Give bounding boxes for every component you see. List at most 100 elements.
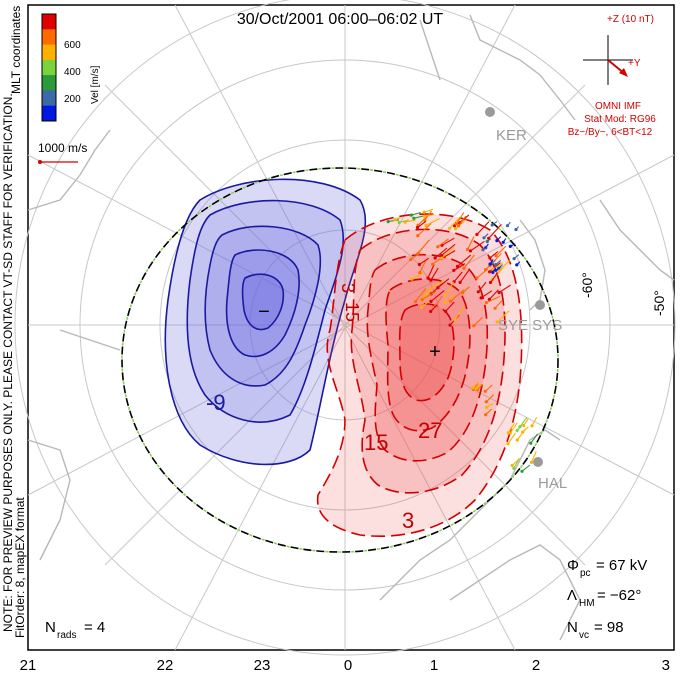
- velocity-vector: [432, 257, 442, 265]
- velocity-vectors: [386, 208, 539, 473]
- velocity-vector: [424, 214, 435, 217]
- nrads-value: = 4: [84, 619, 105, 636]
- mlt-tick-0: 0: [344, 657, 352, 674]
- station-markers: [485, 107, 545, 467]
- colorbar-cell: [42, 59, 56, 76]
- imf-y-label: +Y: [628, 58, 641, 69]
- map-title: 30/Oct/2001 06:00–06:02 UT: [237, 11, 444, 28]
- velocity-vector: [509, 422, 518, 434]
- negative-potential-cell: [164, 178, 367, 466]
- mlt-tick-2: 2: [532, 657, 540, 674]
- velocity-vector: [404, 219, 416, 223]
- colorbar-tick-200: 200: [64, 94, 81, 105]
- contour-label-3-bottom: 3: [402, 508, 414, 533]
- contour-label-neg9: -9: [206, 390, 226, 415]
- velocity-vector: [462, 286, 470, 294]
- nvc-value: = 98: [594, 619, 624, 636]
- velocity-vector: [453, 263, 466, 271]
- velocity-vector: [449, 216, 461, 229]
- velocity-vector: [437, 278, 450, 289]
- stat-lambda-hm: Λ HM = −62°: [567, 587, 641, 609]
- velocity-vector: [455, 218, 467, 230]
- velocity-vector: [411, 271, 425, 280]
- velocity-vector: [492, 267, 497, 273]
- velocity-vector: [498, 284, 511, 293]
- phi-symbol: Φ: [567, 557, 579, 574]
- stat-nvc: N vc = 98: [567, 619, 624, 641]
- velocity-vector: [444, 281, 455, 296]
- velocity-vector: [485, 394, 495, 403]
- coordinates-label: MLT coordinates: [9, 6, 23, 94]
- colorbar-tick-400: 400: [64, 67, 81, 78]
- lambda-value: = −62°: [597, 587, 641, 604]
- velocity-vector: [430, 304, 438, 312]
- velocity-vector: [441, 250, 456, 259]
- velocity-vector: [444, 292, 456, 303]
- latitude-label-60: -60°: [579, 272, 595, 298]
- phi-value: = 67 kV: [596, 557, 647, 574]
- velocity-vector: [495, 259, 502, 265]
- velocity-vector: [489, 262, 501, 273]
- velocity-vector: [415, 288, 427, 302]
- velocity-vector: [507, 221, 511, 227]
- velocity-vector: [511, 458, 520, 466]
- velocity-vector: [476, 268, 489, 279]
- velocity-vector: [507, 432, 517, 445]
- contour-label-27: 27: [418, 418, 442, 443]
- velocity-vector: [435, 295, 443, 307]
- velocity-vector: [388, 219, 400, 223]
- velocity-vector: [445, 301, 455, 312]
- plot-frame: [27, 4, 675, 651]
- velocity-vector: [427, 264, 435, 279]
- velocity-vector: [523, 418, 529, 426]
- velocity-vector: [490, 272, 499, 283]
- velocity-vector: [430, 290, 445, 302]
- velocity-vector: [485, 243, 489, 249]
- imf-source: OMNI IMF: [595, 101, 641, 112]
- colorbar-cell: [42, 44, 56, 61]
- mlt-tick-1: 1: [430, 657, 438, 674]
- contour-label-15-top: 15: [342, 302, 362, 322]
- lambda-symbol: Λ: [567, 587, 577, 604]
- nrads-subscript: rads: [57, 630, 76, 641]
- velocity-vector: [489, 259, 494, 265]
- positive-potential-cell: [316, 213, 523, 538]
- velocity-vector: [419, 260, 427, 273]
- colorbar-cell: [42, 14, 56, 30]
- velocity-vector: [489, 251, 499, 259]
- velocity-vector: [510, 243, 516, 247]
- mlt-tick-21: 21: [20, 657, 37, 674]
- velocity-vector: [441, 237, 455, 246]
- velocity-vector: [476, 221, 490, 235]
- velocity-vector: [507, 422, 515, 434]
- nvc-subscript: vc: [579, 630, 589, 641]
- contour-label-3-top: 3: [338, 283, 358, 293]
- imf-model: Stat Mod: RG96: [584, 114, 656, 125]
- imf-arrow-head: [619, 68, 628, 77]
- preview-note: NOTE: FOR PREVIEW PURPOSES ONLY. PLEASE …: [1, 93, 15, 632]
- colorbar-cell: [42, 105, 56, 122]
- reference-vector-dot: [38, 160, 42, 164]
- mlt-tick-3: 3: [662, 657, 670, 674]
- velocity-vector: [417, 223, 432, 237]
- colorbar-frame: [41, 13, 57, 122]
- velocity-vector: [486, 296, 500, 304]
- velocity-vector: [495, 245, 507, 257]
- velocity-vector: [394, 216, 401, 221]
- velocity-vector: [530, 451, 537, 463]
- latitude-label-50: -50°: [651, 290, 667, 316]
- colorbar-cell: [42, 75, 56, 91]
- mlt-tick-22: 22: [157, 657, 174, 674]
- nrads-symbol: N: [45, 619, 56, 636]
- velocity-vector: [472, 381, 479, 389]
- velocity-vector: [434, 247, 448, 259]
- colorbar-cell: [42, 29, 56, 46]
- velocity-vector: [521, 464, 531, 472]
- velocity-vector: [457, 254, 472, 267]
- velocity-vector: [477, 281, 487, 293]
- velocity-vector: [399, 219, 409, 224]
- velocity-vector: [411, 211, 421, 216]
- velocity-vector: [458, 215, 467, 227]
- velocity-vector: [419, 257, 429, 265]
- velocity-vector: [425, 218, 440, 226]
